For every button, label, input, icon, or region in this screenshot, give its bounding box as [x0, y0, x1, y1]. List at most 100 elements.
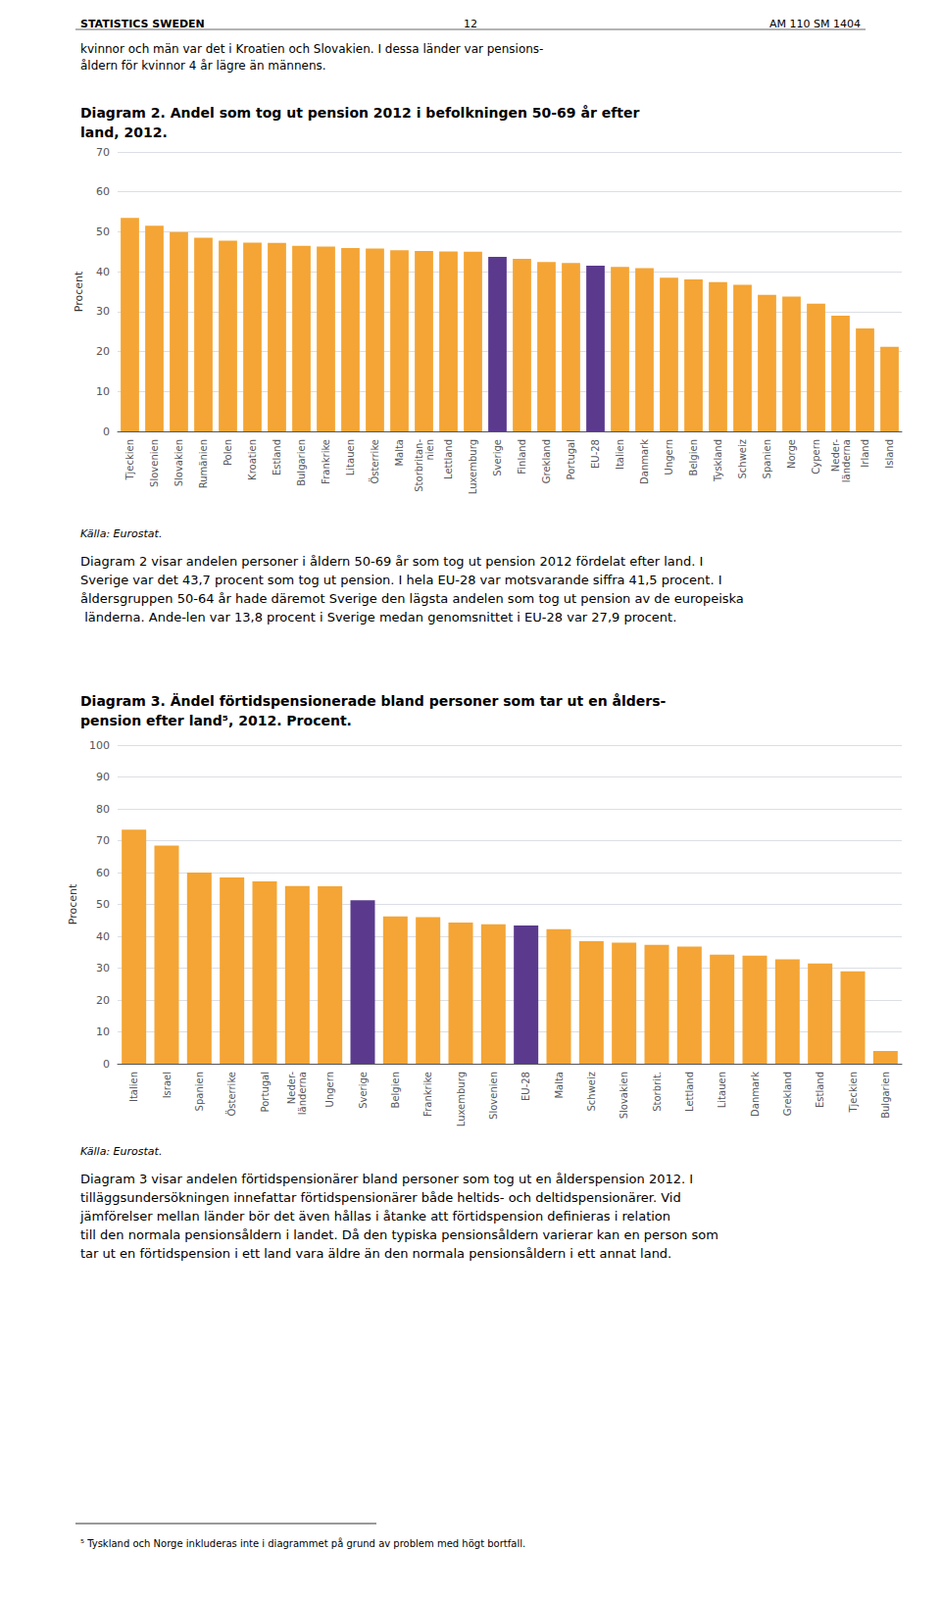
svg-text:Schweiz: Schweiz — [737, 439, 748, 480]
svg-text:Neder-: Neder- — [830, 439, 842, 473]
svg-text:Estland: Estland — [814, 1071, 826, 1108]
svg-text:Grekland: Grekland — [782, 1071, 793, 1116]
svg-text:Malta: Malta — [553, 1071, 565, 1099]
svg-text:Bulgarien: Bulgarien — [880, 1071, 892, 1119]
svg-text:Slovakien: Slovakien — [173, 439, 185, 487]
svg-text:Tjeckien: Tjeckien — [847, 1071, 859, 1114]
svg-text:30: 30 — [96, 304, 110, 318]
svg-text:Bulgarien: Bulgarien — [296, 439, 307, 487]
svg-text:50: 50 — [96, 897, 110, 911]
svg-text:Norge: Norge — [786, 439, 797, 469]
svg-text:Luxemburg: Luxemburg — [467, 439, 479, 495]
svg-text:Österrike: Österrike — [368, 439, 381, 485]
svg-text:länderna: länderna — [297, 1071, 308, 1115]
svg-text:Italien: Italien — [128, 1071, 140, 1102]
svg-text:åldersgruppen 50-64 år hade dä: åldersgruppen 50-64 år hade däremot Sver… — [80, 591, 744, 606]
svg-text:Tyskland: Tyskland — [712, 439, 724, 483]
svg-text:Portugal: Portugal — [259, 1071, 271, 1112]
svg-text:Luxemburg: Luxemburg — [455, 1071, 467, 1127]
svg-text:Cypern: Cypern — [810, 439, 822, 475]
svg-text:40: 40 — [96, 265, 110, 279]
svg-text:10: 10 — [96, 385, 110, 398]
svg-text:Irland: Irland — [859, 439, 871, 468]
svg-text:Lettland: Lettland — [684, 1071, 695, 1112]
svg-text:Sverige: Sverige — [357, 1071, 369, 1109]
svg-text:Slovenien: Slovenien — [488, 1071, 499, 1120]
svg-text:20: 20 — [96, 993, 110, 1007]
svg-text:Island: Island — [884, 439, 895, 469]
svg-text:Ungern: Ungern — [663, 439, 675, 475]
svg-text:Litauen: Litauen — [716, 1071, 728, 1108]
svg-text:EU-28: EU-28 — [520, 1071, 532, 1101]
svg-text:Sverige: Sverige — [492, 439, 503, 477]
svg-text:Spanien: Spanien — [194, 1071, 205, 1111]
svg-text:Procent: Procent — [72, 270, 86, 312]
svg-text:50: 50 — [96, 225, 110, 239]
svg-text:länderna. Ande-len var 13,8 pr: länderna. Ande-len var 13,8 procent i Sv… — [80, 609, 677, 625]
svg-text:Malta: Malta — [394, 439, 405, 467]
svg-text:Belgien: Belgien — [688, 439, 699, 476]
svg-text:Litauen: Litauen — [345, 439, 356, 476]
svg-text:Österrike: Österrike — [225, 1071, 238, 1117]
svg-text:Frankrike: Frankrike — [422, 1071, 434, 1117]
svg-text:Estland: Estland — [271, 439, 283, 476]
svg-text:0: 0 — [102, 425, 110, 439]
svg-text:40: 40 — [96, 930, 110, 943]
svg-text:80: 80 — [96, 802, 110, 816]
svg-text:STATISTICS SWEDEN: STATISTICS SWEDEN — [80, 17, 205, 31]
svg-text:åldern för kvinnor 4 år lägre: åldern för kvinnor 4 år lägre än männens… — [80, 58, 327, 73]
svg-text:pension efter land⁵, 2012. Pro: pension efter land⁵, 2012. Procent. — [80, 712, 352, 729]
svg-text:Diagram 3. Ändel förtidspensio: Diagram 3. Ändel förtidspensionerade bla… — [80, 693, 666, 709]
svg-text:nien: nien — [424, 439, 436, 461]
svg-text:Diagram 2 visar andelen person: Diagram 2 visar andelen personer i ålder… — [80, 553, 708, 569]
svg-text:60: 60 — [96, 866, 110, 880]
svg-text:Portugal: Portugal — [565, 439, 577, 480]
svg-text:Diagram 3 visar andelen förtid: Diagram 3 visar andelen förtidspensionär… — [80, 1171, 697, 1187]
svg-text:till den normala pensionsålder: till den normala pensionsåldern i landet… — [80, 1227, 723, 1242]
svg-text:10: 10 — [96, 1025, 110, 1039]
svg-text:Frankrike: Frankrike — [320, 439, 332, 485]
svg-text:land, 2012.: land, 2012. — [80, 124, 168, 141]
svg-text:Belgien: Belgien — [390, 1071, 401, 1108]
svg-text:70: 70 — [96, 834, 110, 847]
svg-text:Danmark: Danmark — [639, 439, 650, 485]
svg-text:70: 70 — [96, 146, 110, 159]
svg-text:Grekland: Grekland — [541, 439, 552, 484]
svg-text:länderna: länderna — [841, 439, 852, 483]
svg-text:Källa: Eurostat.: Källa: Eurostat. — [80, 1144, 162, 1158]
svg-text:60: 60 — [96, 185, 110, 199]
svg-text:20: 20 — [96, 345, 110, 358]
svg-text:Polen: Polen — [222, 439, 234, 466]
svg-text:Ungern: Ungern — [324, 1071, 336, 1107]
svg-text:Italien: Italien — [614, 439, 626, 470]
svg-text:Neder-: Neder- — [286, 1071, 298, 1105]
svg-text:Storbrit.: Storbrit. — [651, 1071, 663, 1112]
svg-text:Finland: Finland — [516, 439, 528, 475]
svg-text:jämförelser mellan länder bör: jämförelser mellan länder bör det även h… — [79, 1208, 675, 1224]
svg-text:Slovakien: Slovakien — [618, 1071, 630, 1119]
svg-text:AM 110 SM 1404: AM 110 SM 1404 — [769, 17, 861, 31]
svg-text:⁵ Tyskland och Norge inkludera: ⁵ Tyskland och Norge inkluderas inte i d… — [80, 1536, 526, 1549]
svg-text:100: 100 — [89, 739, 110, 752]
svg-text:Rumänien: Rumänien — [198, 439, 209, 489]
svg-text:Källa: Eurostat.: Källa: Eurostat. — [80, 527, 162, 541]
svg-text:Spanien: Spanien — [761, 439, 773, 479]
svg-text:tilläggsundersökningen innefat: tilläggsundersökningen innefattar förtid… — [80, 1189, 686, 1205]
svg-text:12: 12 — [463, 17, 478, 31]
svg-text:Danmark: Danmark — [749, 1071, 761, 1117]
svg-text:Sverige var det 43,7 procent s: Sverige var det 43,7 procent som tog ut … — [80, 572, 727, 588]
svg-text:Diagram 2. Andel som tog ut pe: Diagram 2. Andel som tog ut pension 2012… — [80, 104, 640, 121]
svg-text:Schweiz: Schweiz — [586, 1071, 597, 1112]
svg-text:kvinnor och män var det i Kroa: kvinnor och män var det i Kroatien och S… — [80, 42, 544, 56]
svg-text:tar ut en förtidspension i ett: tar ut en förtidspension i ett land vara… — [80, 1245, 672, 1261]
svg-text:90: 90 — [96, 770, 110, 784]
svg-text:Procent: Procent — [66, 883, 80, 925]
svg-text:0: 0 — [102, 1057, 110, 1071]
svg-text:Storbritan-: Storbritan- — [413, 439, 425, 493]
svg-text:30: 30 — [96, 961, 110, 975]
svg-text:Kroatien: Kroatien — [247, 439, 258, 481]
svg-text:Slovenien: Slovenien — [148, 439, 160, 488]
svg-text:EU-28: EU-28 — [590, 439, 601, 469]
svg-text:Lettland: Lettland — [443, 439, 454, 480]
svg-text:Israel: Israel — [161, 1071, 173, 1098]
